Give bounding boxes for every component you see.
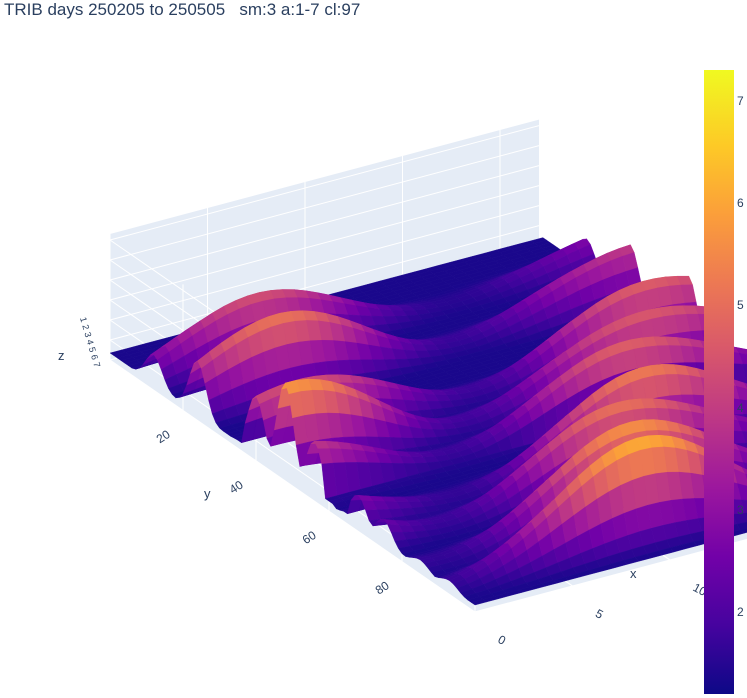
z-tick-label: 1	[78, 316, 89, 323]
colorbar-tick-label: 5	[737, 298, 744, 313]
x-axis-title: x	[630, 566, 637, 581]
z-tick-label: 7	[91, 361, 102, 368]
y-tick-label: 40	[227, 477, 246, 496]
z-tick-label: 2	[80, 323, 91, 330]
colorbar-tick-label: 7	[737, 93, 744, 108]
surface-mesh	[109, 237, 747, 606]
colorbar	[704, 70, 734, 694]
colorbar-tick-label: 3	[737, 502, 744, 517]
x-tick-label: 5	[593, 606, 606, 622]
y-tick-label: 60	[300, 528, 319, 547]
colorbar-tick-label: 6	[737, 195, 744, 210]
chart-title: TRIB days 250205 to 250505 sm:3 a:1-7 cl…	[4, 0, 361, 19]
y-axis-title: y	[204, 486, 211, 501]
y-tick-label: 20	[154, 427, 173, 446]
y-tick-label: 80	[373, 578, 392, 597]
z-tick-label: 3	[82, 331, 93, 338]
z-axis-title: z	[58, 348, 65, 363]
z-tick-label: 5	[87, 346, 98, 353]
x-tick-label: 0	[496, 632, 509, 648]
colorbar-tick-label: 2	[737, 605, 744, 620]
z-tick-label: 4	[85, 338, 96, 345]
z-tick-label: 6	[89, 353, 100, 360]
colorbar-tick-label: 4	[737, 400, 744, 415]
